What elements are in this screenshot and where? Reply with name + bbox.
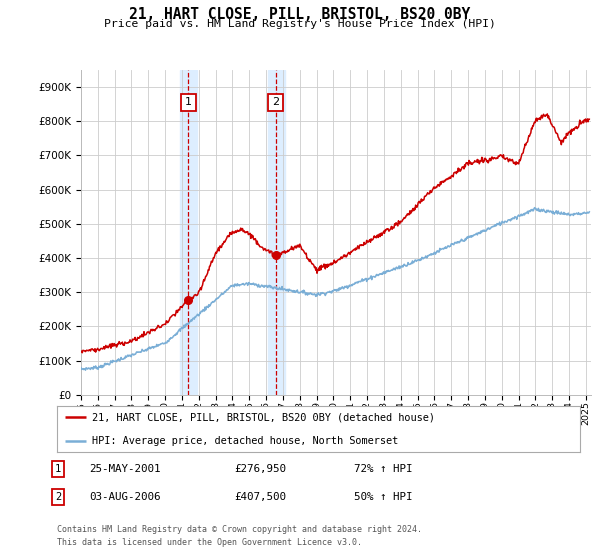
Text: HPI: Average price, detached house, North Somerset: HPI: Average price, detached house, Nort… xyxy=(92,436,398,446)
Text: Contains HM Land Registry data © Crown copyright and database right 2024.: Contains HM Land Registry data © Crown c… xyxy=(57,525,422,534)
Text: 2: 2 xyxy=(272,97,280,108)
Bar xyxy=(268,70,284,395)
Text: 1: 1 xyxy=(55,464,61,474)
Text: 03-AUG-2006: 03-AUG-2006 xyxy=(89,492,160,502)
Text: This data is licensed under the Open Government Licence v3.0.: This data is licensed under the Open Gov… xyxy=(57,538,362,547)
Text: 21, HART CLOSE, PILL, BRISTOL, BS20 0BY: 21, HART CLOSE, PILL, BRISTOL, BS20 0BY xyxy=(130,7,470,22)
Text: 1: 1 xyxy=(185,97,192,108)
Text: £276,950: £276,950 xyxy=(234,464,286,474)
Bar xyxy=(181,70,197,395)
Text: £407,500: £407,500 xyxy=(234,492,286,502)
Text: 72% ↑ HPI: 72% ↑ HPI xyxy=(354,464,413,474)
Text: 25-MAY-2001: 25-MAY-2001 xyxy=(89,464,160,474)
Text: 21, HART CLOSE, PILL, BRISTOL, BS20 0BY (detached house): 21, HART CLOSE, PILL, BRISTOL, BS20 0BY … xyxy=(92,412,435,422)
Text: 50% ↑ HPI: 50% ↑ HPI xyxy=(354,492,413,502)
Text: Price paid vs. HM Land Registry's House Price Index (HPI): Price paid vs. HM Land Registry's House … xyxy=(104,19,496,29)
Text: 2: 2 xyxy=(55,492,61,502)
